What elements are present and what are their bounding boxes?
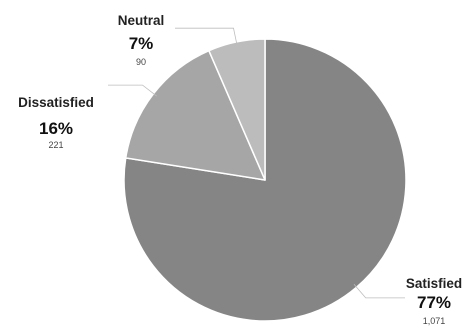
label-dissatisfied: Dissatisfied 16% 221 bbox=[18, 95, 94, 150]
leader-line-satisfied bbox=[353, 283, 405, 299]
leader-line-dissatisfied bbox=[108, 84, 157, 97]
slice-percent-satisfied: 77% bbox=[417, 293, 451, 312]
slice-count-neutral: 90 bbox=[136, 57, 146, 67]
slice-percent-neutral: 7% bbox=[129, 34, 154, 53]
label-satisfied: Satisfied 77% 1,071 bbox=[406, 276, 462, 326]
slice-count-satisfied: 1,071 bbox=[423, 316, 446, 326]
label-neutral: Neutral 7% 90 bbox=[118, 13, 165, 67]
slice-count-dissatisfied: 221 bbox=[48, 140, 63, 150]
slice-label-satisfied: Satisfied bbox=[406, 276, 462, 291]
slice-label-dissatisfied: Dissatisfied bbox=[18, 95, 94, 110]
slice-percent-dissatisfied: 16% bbox=[39, 119, 73, 138]
pie-slices bbox=[123, 38, 407, 322]
slice-label-neutral: Neutral bbox=[118, 13, 165, 28]
leader-lines bbox=[108, 27, 405, 299]
leader-line-neutral bbox=[175, 27, 238, 46]
